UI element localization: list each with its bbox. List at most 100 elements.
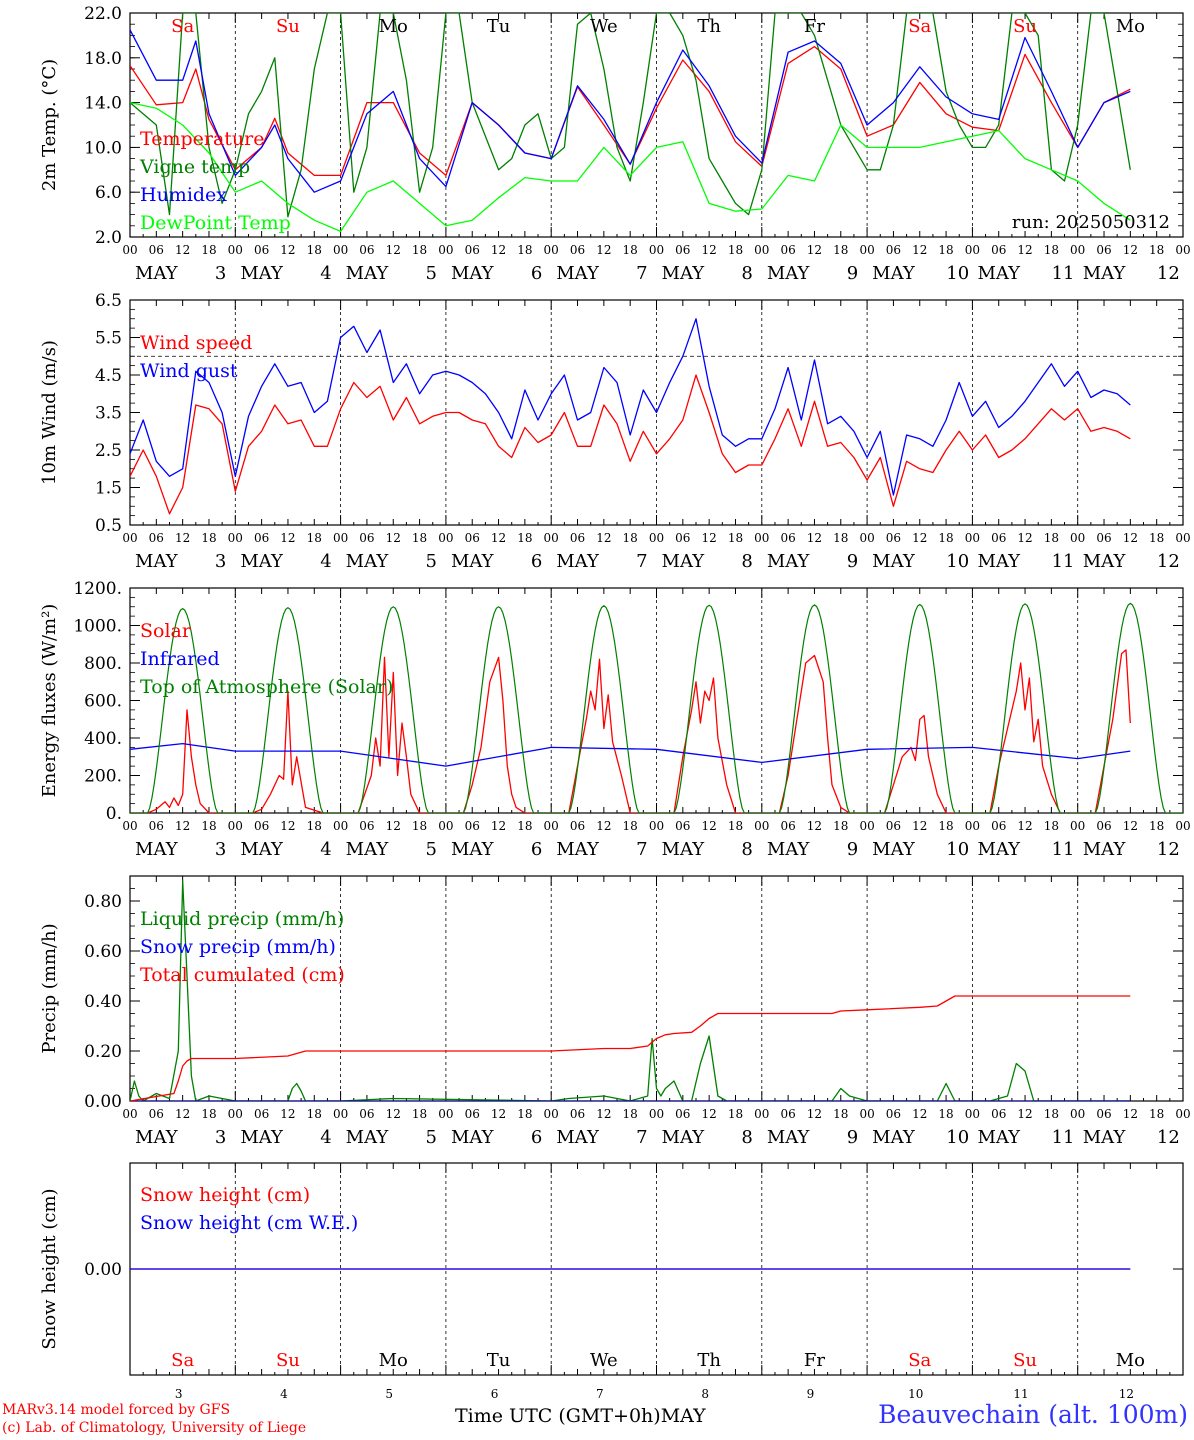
y-tick-label: 1.5 [95, 479, 122, 499]
hour-tick-label: 00 [544, 243, 559, 257]
hour-tick-label: 12 [912, 819, 927, 833]
hour-tick-label: 00 [965, 819, 980, 833]
date-month-label: MAY [346, 551, 390, 572]
hour-tick-label: 06 [1096, 531, 1111, 545]
run-annotation: run: 2025050312 [1012, 212, 1170, 233]
hour-tick-label: 00 [965, 243, 980, 257]
date-day-label: 11 [1052, 1127, 1075, 1148]
date-month-label: MAY [556, 839, 600, 860]
y-tick-label: 10.0 [84, 138, 122, 158]
hour-tick-label: 12 [175, 531, 190, 545]
hour-tick-label: 12 [491, 1107, 506, 1121]
date-day-label: 3 [215, 1127, 226, 1148]
weekday-label: Su [276, 16, 300, 37]
weekday-label: Mo [379, 1350, 408, 1371]
hour-tick-label: 06 [780, 819, 795, 833]
y-tick-label: 200. [84, 767, 122, 787]
hour-tick-label: 18 [307, 819, 322, 833]
date-small-label: 9 [807, 1387, 815, 1401]
date-small-label: 6 [491, 1387, 499, 1401]
series-line [130, 318, 1131, 496]
hour-tick-label: 06 [675, 819, 690, 833]
hour-tick-label: 00 [859, 819, 874, 833]
y-tick-label: 0.00 [84, 1092, 122, 1112]
weekday-label: Sa [908, 16, 931, 37]
date-day-label: 7 [636, 551, 647, 572]
date-month-label: MAY [662, 1127, 706, 1148]
hour-tick-label: 06 [570, 1107, 585, 1121]
date-month-label: MAY [977, 551, 1021, 572]
hour-tick-label: 18 [1044, 819, 1059, 833]
date-day-label: 3 [215, 551, 226, 572]
legend-entry: Wind gust [140, 360, 238, 382]
y-axis-label: Snow height (cm) [39, 1188, 60, 1349]
weekday-label: Sa [908, 1350, 931, 1371]
date-day-label: 6 [531, 1127, 542, 1148]
hour-tick-label: 18 [1149, 531, 1164, 545]
hour-tick-label: 06 [570, 531, 585, 545]
date-day-label: 5 [426, 839, 437, 860]
date-day-label: 12 [1157, 1127, 1180, 1148]
series-line [130, 649, 1131, 813]
date-month-label: MAY [662, 263, 706, 284]
y-tick-label: 1000. [73, 617, 122, 637]
hour-tick-label: 00 [1070, 243, 1085, 257]
hour-tick-label: 12 [1017, 819, 1032, 833]
legend-entry: Snow precip (mm/h) [140, 936, 336, 958]
hour-tick-label: 18 [728, 819, 743, 833]
y-axis-label: Precip (mm/h) [39, 923, 60, 1053]
hour-tick-label: 06 [780, 531, 795, 545]
date-month-label: MAY [135, 1127, 179, 1148]
hour-tick-label: 12 [702, 243, 717, 257]
hour-tick-label: 00 [228, 819, 243, 833]
hour-tick-label: 06 [149, 243, 164, 257]
hour-tick-label: 12 [491, 243, 506, 257]
weekday-label: Fr [804, 1350, 825, 1371]
hour-tick-label: 12 [1123, 531, 1138, 545]
date-day-label: 4 [320, 839, 331, 860]
hour-tick-label: 12 [807, 1107, 822, 1121]
legend-entry: Solar [140, 620, 192, 642]
date-day-label: 8 [741, 263, 752, 284]
hour-tick-label: 12 [386, 531, 401, 545]
date-day-label: 6 [531, 551, 542, 572]
hour-tick-label: 12 [596, 531, 611, 545]
hour-tick-label: 18 [833, 243, 848, 257]
hour-tick-label: 18 [623, 1107, 638, 1121]
hour-tick-label: 00 [544, 819, 559, 833]
legend-entry: DewPoint Temp [140, 212, 291, 234]
weekday-label: We [590, 1350, 618, 1371]
panel-4: 0.00 0.20 0.40 0.60 0.80 Precip (mm/h) 00 06 12 1… [39, 875, 1191, 1148]
hour-tick-label: 06 [465, 531, 480, 545]
date-month-label: MAY [240, 551, 284, 572]
date-small-label: 4 [280, 1387, 288, 1401]
date-day-label: 9 [847, 263, 858, 284]
hour-tick-label: 00 [1175, 531, 1190, 545]
legend-entry: Wind speed [140, 332, 252, 354]
hour-tick-label: 06 [675, 531, 690, 545]
date-small-label: 12 [1119, 1387, 1134, 1401]
hour-tick-label: 12 [1017, 243, 1032, 257]
date-month-label: MAY [451, 263, 495, 284]
hour-tick-label: 00 [438, 531, 453, 545]
hour-tick-label: 18 [307, 531, 322, 545]
hour-tick-label: 06 [254, 531, 269, 545]
hour-tick-label: 00 [333, 819, 348, 833]
hour-tick-label: 18 [1149, 819, 1164, 833]
hour-tick-label: 06 [886, 819, 901, 833]
hour-tick-label: 18 [517, 1107, 532, 1121]
hour-tick-label: 12 [386, 243, 401, 257]
y-tick-label: 400. [84, 729, 122, 749]
date-day-label: 5 [426, 1127, 437, 1148]
hour-tick-label: 00 [649, 531, 664, 545]
date-day-label: 8 [741, 551, 752, 572]
hour-tick-label: 18 [833, 819, 848, 833]
series-line [130, 995, 1131, 1101]
y-tick-label: 18.0 [84, 49, 122, 69]
date-small-label: 10 [908, 1387, 923, 1401]
hour-tick-label: 00 [438, 1107, 453, 1121]
date-month-label: MAY [1083, 551, 1127, 572]
hour-tick-label: 12 [1017, 531, 1032, 545]
hour-tick-label: 18 [833, 1107, 848, 1121]
hour-tick-label: 00 [333, 531, 348, 545]
